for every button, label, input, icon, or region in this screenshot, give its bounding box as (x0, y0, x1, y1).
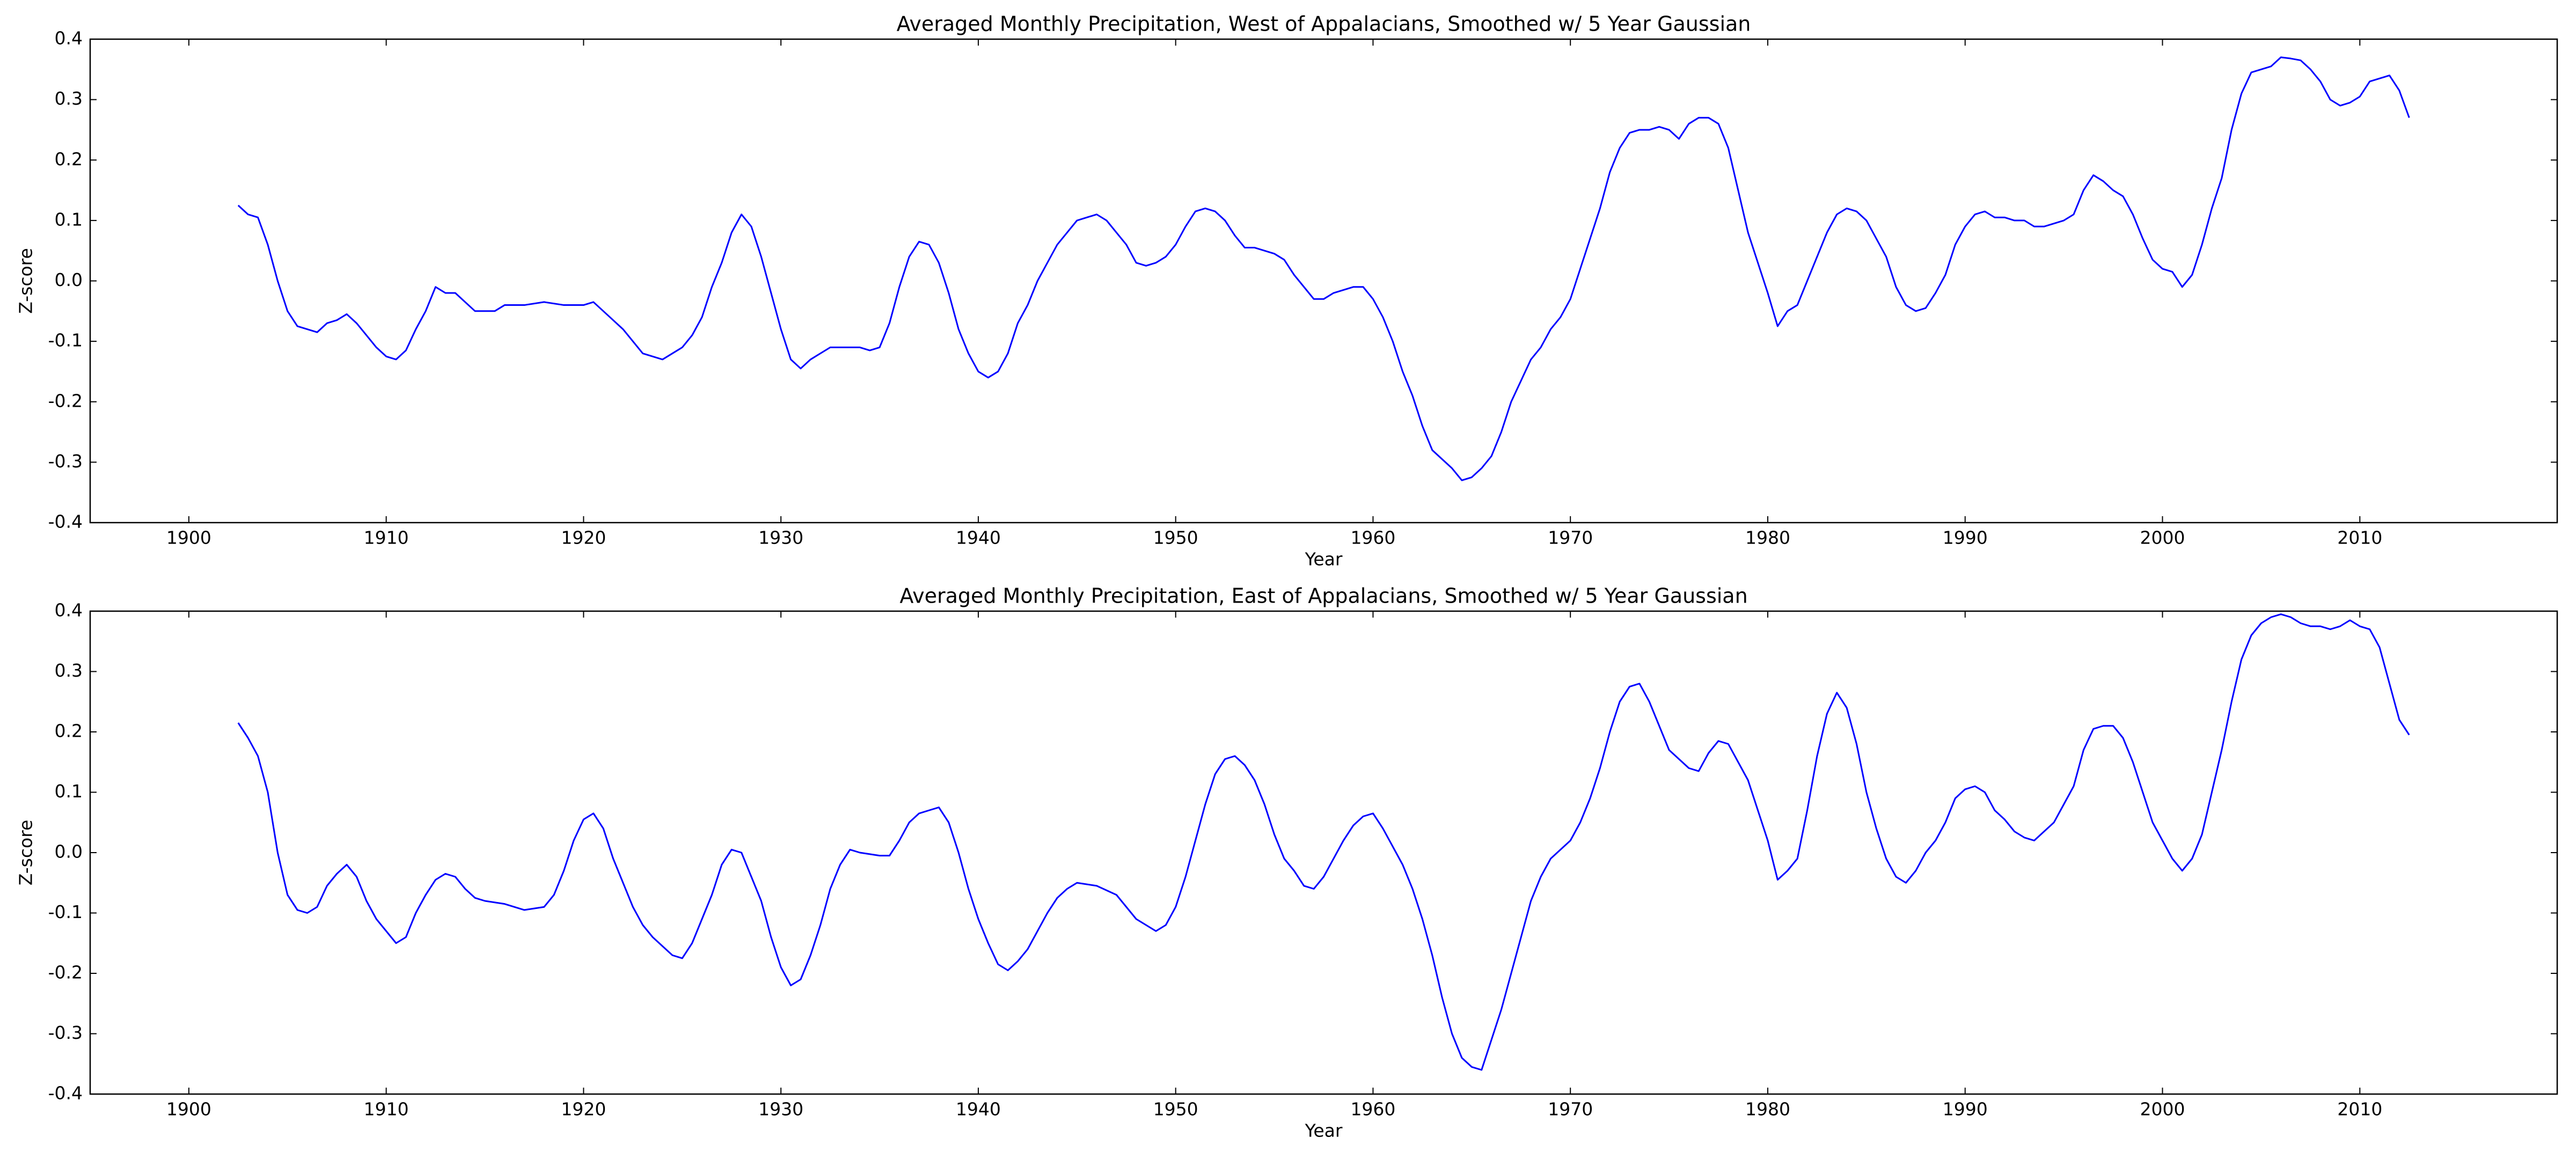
x-tick-label: 1970 (1548, 527, 1593, 548)
x-tick-label: 1920 (561, 527, 606, 548)
y-tick-label: -0.1 (48, 901, 83, 922)
y-tick-label: -0.4 (48, 511, 83, 532)
plot-frame (89, 38, 2558, 524)
x-tick-label: 1930 (758, 1099, 803, 1120)
x-tick-label: 1950 (1153, 1099, 1198, 1120)
subplot: Averaged Monthly Precipitation, East of … (16, 584, 2558, 1141)
chart-title: Averaged Monthly Precipitation, East of … (899, 584, 1747, 608)
y-axis-label: Z-score (16, 820, 36, 886)
y-axis-label: Z-score (16, 248, 36, 314)
y-tick-label: 0.2 (55, 149, 83, 170)
y-tick-label: 0.1 (55, 209, 83, 230)
subplot: Averaged Monthly Precipitation, West of … (16, 12, 2558, 570)
y-tick-label: -0.2 (48, 390, 83, 411)
x-tick-label: 2010 (2337, 527, 2382, 548)
plot-area (90, 39, 2557, 523)
x-tick-label: 1910 (364, 1099, 409, 1120)
y-tick-label: 0.3 (55, 660, 83, 681)
x-tick-label: 1940 (956, 1099, 1001, 1120)
y-tick-label: -0.3 (48, 451, 83, 472)
x-tick-label: 1980 (1745, 1099, 1790, 1120)
x-tick-label: 1900 (166, 527, 211, 548)
x-tick-label: 1990 (1943, 1099, 1988, 1120)
y-tick-label: -0.3 (48, 1022, 83, 1043)
x-tick-label: 1960 (1350, 527, 1395, 548)
plot-area (90, 611, 2557, 1094)
x-axis-label: Year (1305, 1120, 1343, 1141)
x-tick-label: 1930 (758, 527, 803, 548)
y-tick-label: 0.0 (55, 269, 83, 290)
x-tick-label: 1950 (1153, 527, 1198, 548)
y-tick-label: 0.4 (55, 28, 83, 49)
x-tick-label: 1920 (561, 1099, 606, 1120)
x-axis-label: Year (1305, 549, 1343, 570)
y-tick-label: 0.2 (55, 721, 83, 742)
y-tick-label: -0.1 (48, 330, 83, 351)
data-line (237, 613, 2410, 1071)
x-tick-label: 1990 (1943, 527, 1988, 548)
y-tick-label: -0.2 (48, 962, 83, 983)
x-tick-label: 2000 (2140, 527, 2185, 548)
y-tick-label: -0.4 (48, 1083, 83, 1104)
y-tick-label: 0.0 (55, 841, 83, 862)
x-tick-label: 1960 (1350, 1099, 1395, 1120)
x-tick-label: 1940 (956, 527, 1001, 548)
data-line (237, 56, 2410, 481)
y-tick-label: 0.3 (55, 88, 83, 109)
y-tick-label: 0.4 (55, 600, 83, 621)
y-tick-label: 0.1 (55, 781, 83, 802)
x-tick-label: 1970 (1548, 1099, 1593, 1120)
plot-frame (89, 610, 2558, 1095)
x-tick-label: 1910 (364, 527, 409, 548)
x-tick-label: 2000 (2140, 1099, 2185, 1120)
x-tick-label: 1980 (1745, 527, 1790, 548)
chart-title: Averaged Monthly Precipitation, West of … (897, 12, 1751, 36)
x-tick-label: 2010 (2337, 1099, 2382, 1120)
x-tick-label: 1900 (166, 1099, 211, 1120)
